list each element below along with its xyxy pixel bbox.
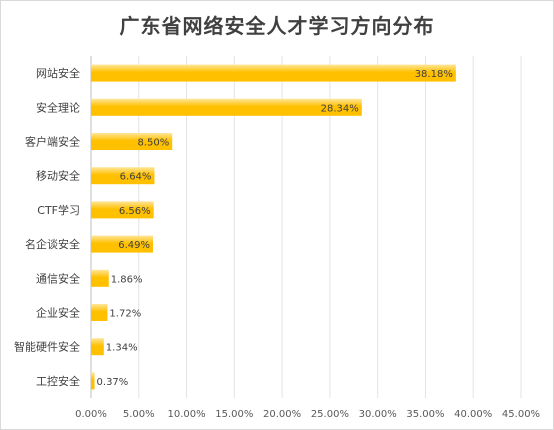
bars [91, 64, 456, 390]
bar [91, 98, 362, 116]
data-label: 1.72% [109, 309, 141, 320]
bar [91, 64, 456, 82]
category-label: 安全理论 [36, 100, 80, 114]
category-label: 客户端安全 [25, 135, 80, 149]
bar [91, 372, 95, 390]
data-label: 1.86% [111, 274, 143, 285]
bar [91, 133, 173, 150]
bar [91, 201, 154, 219]
x-tick-label: 40.00% [454, 409, 492, 420]
bar [91, 304, 108, 321]
x-tick-label: 20.00% [263, 409, 301, 420]
data-labels: 38.18% 28.34% 8.50% 6.64% 6.56% 6.49% 1.86% 1.7… [97, 69, 453, 388]
x-tick-label: 30.00% [359, 409, 397, 420]
data-label: 8.50% [137, 138, 169, 149]
category-label: 工控安全 [36, 374, 80, 388]
category-label: 通信安全 [36, 271, 80, 285]
x-tick-label: 5.00% [123, 409, 155, 420]
category-label: CTF学习 [37, 203, 80, 217]
category-label: 网站安全 [36, 66, 80, 80]
data-label: 6.56% [119, 206, 151, 217]
data-label: 28.34% [321, 103, 359, 114]
data-label: 0.37% [97, 377, 129, 388]
bar [91, 167, 155, 185]
category-label: 企业安全 [36, 306, 80, 320]
x-tick-label: 25.00% [311, 409, 349, 420]
category-label: 名企谈安全 [25, 237, 80, 251]
x-tick-label: 35.00% [406, 409, 444, 420]
x-tick-label: 10.00% [167, 409, 205, 420]
chart-title: 广东省网络安全人才学习方向分布 [119, 14, 435, 38]
data-label: 38.18% [415, 69, 453, 80]
data-label: 1.34% [106, 343, 138, 354]
category-label: 智能硬件安全 [14, 340, 80, 354]
data-label: 6.49% [118, 240, 150, 251]
category-label: 移动安全 [36, 169, 80, 183]
x-tick-label: 45.00% [502, 409, 540, 420]
x-tick-label: 0.00% [75, 409, 107, 420]
x-tick-label: 15.00% [215, 409, 253, 420]
bar [91, 269, 109, 287]
data-label: 6.64% [120, 172, 152, 183]
bar [91, 235, 154, 253]
bar [91, 338, 104, 356]
x-axis-ticks: 0.00% 5.00% 10.00% 15.00% 20.00% 25.00% 30.00%… [75, 409, 540, 420]
